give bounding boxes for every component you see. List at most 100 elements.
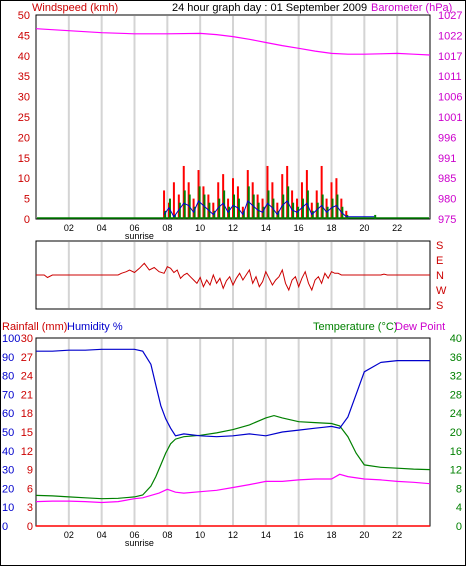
humidity-y-tick: 30 — [2, 465, 14, 477]
barometer-axis-label: Barometer (hPa) — [371, 2, 452, 14]
humidity-y-tick: 70 — [2, 389, 14, 401]
rainfall-y-tick: 15 — [21, 427, 33, 439]
wind-y-tick: 40 — [18, 51, 30, 63]
wind-y-tick: 10 — [18, 173, 30, 185]
direction-y-tick: E — [436, 255, 443, 267]
temperature-y-tick: 8 — [456, 483, 462, 495]
x-tick-label: 10 — [195, 530, 205, 540]
x-tick-label: 04 — [97, 223, 107, 233]
baro-y-tick: 975 — [438, 214, 456, 226]
baro-y-tick: 1006 — [438, 92, 462, 104]
humidity-y-tick: 60 — [2, 408, 14, 420]
baro-y-tick: 1017 — [438, 51, 462, 63]
x-tick-label: 08 — [162, 223, 172, 233]
barometer-line — [35, 28, 431, 56]
wind-average-line — [163, 200, 375, 218]
rainfall-y-tick: 27 — [21, 352, 33, 364]
rainfall-y-tick: 0 — [27, 521, 33, 533]
direction-y-tick: N — [436, 270, 444, 282]
humidity-y-tick: 20 — [2, 483, 14, 495]
x-tick-label: 06 — [129, 530, 139, 540]
baro-y-tick: 1001 — [438, 112, 462, 124]
wind-y-tick: 20 — [18, 132, 30, 144]
direction-y-tick: W — [436, 285, 447, 297]
direction-y-tick: S — [436, 300, 443, 312]
humidity-temperature-panel: 0102030405060708090100036912151821242730… — [2, 333, 462, 548]
rainfall-y-tick: 24 — [21, 371, 33, 383]
humidity-y-tick: 50 — [2, 427, 14, 439]
x-tick-label: 12 — [228, 223, 238, 233]
humidity-y-tick: 90 — [2, 352, 14, 364]
baro-y-tick: 985 — [438, 173, 456, 185]
humidity-y-tick: 80 — [2, 371, 14, 383]
humidity-y-tick: 40 — [2, 446, 14, 458]
temperature-y-tick: 0 — [456, 521, 462, 533]
wind-direction-line — [36, 262, 430, 292]
humidity-axis-label: Humidity % — [67, 321, 123, 333]
baro-y-tick: 980 — [438, 194, 456, 206]
wind-y-tick: 45 — [18, 30, 30, 42]
temperature-y-tick: 16 — [450, 446, 462, 458]
wind-y-tick: 25 — [18, 112, 30, 124]
x-tick-label: 04 — [97, 530, 107, 540]
x-tick-label: 10 — [195, 223, 205, 233]
rainfall-axis-label: Rainfall (mm) — [2, 321, 67, 333]
rainfall-y-tick: 18 — [21, 408, 33, 420]
x-tick-label: 20 — [359, 223, 369, 233]
rainfall-y-tick: 9 — [27, 465, 33, 477]
x-tick-label: 14 — [261, 223, 271, 233]
x-tick-label: 16 — [294, 223, 304, 233]
rainfall-y-tick: 6 — [27, 483, 33, 495]
rainfall-y-tick: 3 — [27, 502, 33, 514]
rainfall-y-tick: 30 — [21, 333, 33, 345]
temperature-y-tick: 20 — [450, 427, 462, 439]
temperature-y-tick: 28 — [450, 389, 462, 401]
direction-y-tick: S — [436, 240, 443, 252]
wind-y-tick: 5 — [24, 194, 30, 206]
humidity-y-tick: 100 — [2, 333, 20, 345]
baro-y-tick: 1022 — [438, 30, 462, 42]
x-tick-label: 18 — [326, 223, 336, 233]
wind-y-tick: 35 — [18, 71, 30, 83]
sunrise-label: sunrise — [125, 231, 154, 241]
humidity-y-tick: 0 — [2, 521, 8, 533]
sunrise-label: sunrise — [125, 538, 154, 548]
rainfall-y-tick: 12 — [21, 446, 33, 458]
chart-title: 24 hour graph day : 01 September 2009 — [172, 2, 367, 14]
wind-y-tick: 30 — [18, 92, 30, 104]
humidity-y-tick: 10 — [2, 502, 14, 514]
x-tick-label: 22 — [392, 530, 402, 540]
temperature-y-tick: 4 — [456, 502, 462, 514]
dewpoint-axis-label: Dew Point — [395, 321, 445, 333]
temperature-y-tick: 36 — [450, 352, 462, 364]
wind-y-tick: 0 — [24, 214, 30, 226]
wind-y-tick: 15 — [18, 153, 30, 165]
x-tick-label: 08 — [162, 530, 172, 540]
temperature-line — [35, 414, 431, 500]
x-tick-label: 22 — [392, 223, 402, 233]
temperature-y-tick: 24 — [450, 408, 462, 420]
x-tick-label: 06 — [129, 223, 139, 233]
baro-y-tick: 996 — [438, 132, 456, 144]
wind-barometer-panel: 0 5 10 15 20 25 30 35 40 45 50 975 980 985 991 996 1001 1… — [18, 10, 463, 241]
rainfall-y-tick: 21 — [21, 389, 33, 401]
humidity-line — [36, 348, 430, 438]
windspeed-axis-label: Windspeed (kmh) — [32, 2, 118, 14]
temperature-y-tick: 40 — [450, 333, 462, 345]
x-tick-label: 18 — [326, 530, 336, 540]
temperature-y-tick: 32 — [450, 371, 462, 383]
x-tick-label: 20 — [359, 530, 369, 540]
x-tick-label: 02 — [64, 223, 74, 233]
dewpoint-line — [35, 473, 431, 504]
x-tick-label: 16 — [294, 530, 304, 540]
baro-y-tick: 991 — [438, 153, 456, 165]
wind-y-tick: 50 — [18, 10, 30, 22]
x-tick-label: 02 — [64, 530, 74, 540]
x-tick-label: 12 — [228, 530, 238, 540]
baro-y-tick: 1027 — [438, 10, 462, 22]
temperature-y-tick: 12 — [450, 465, 462, 477]
temperature-axis-label: Temperature (°C) — [313, 321, 397, 333]
x-tick-label: 14 — [261, 530, 271, 540]
